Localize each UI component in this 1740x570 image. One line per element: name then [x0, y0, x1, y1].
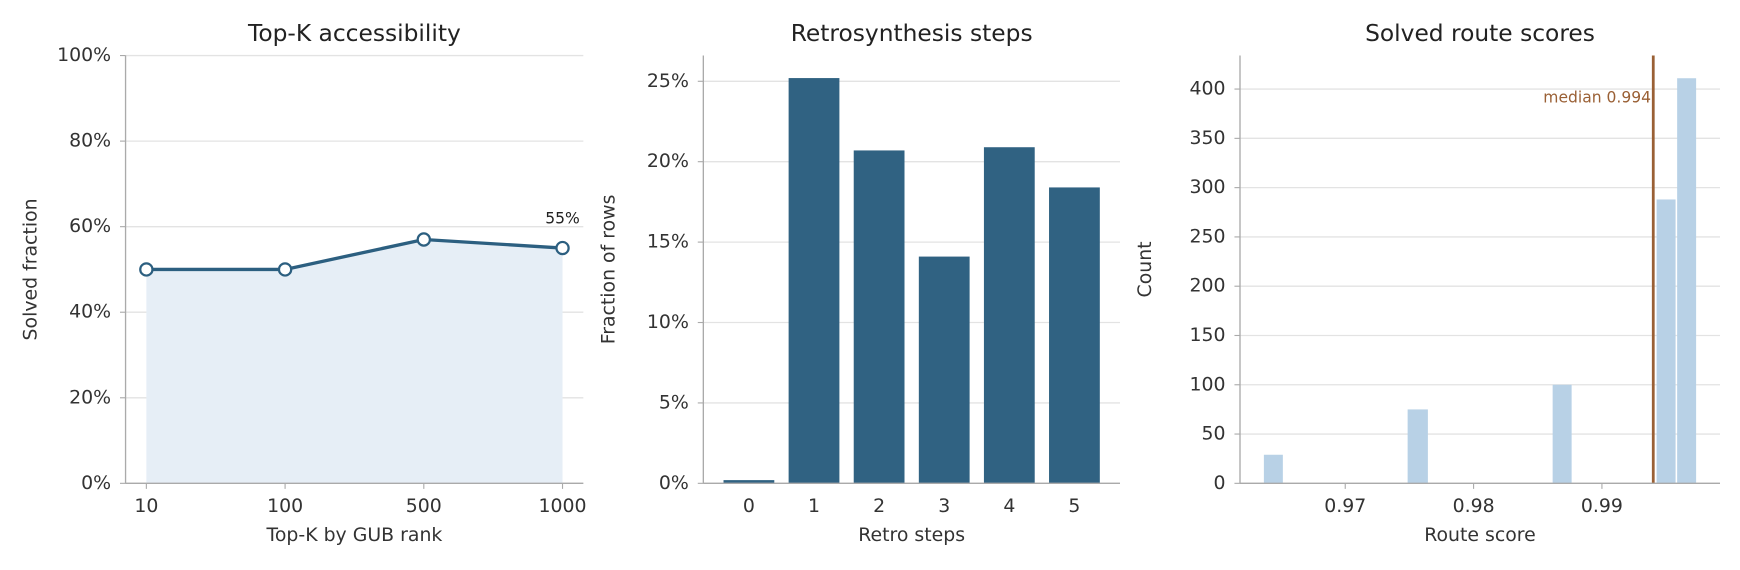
- x-tick-label: 0: [743, 495, 755, 517]
- y-tick-label: 150: [1190, 324, 1226, 346]
- x-tick-label: 0.98: [1453, 495, 1495, 517]
- x-tick-label: 500: [406, 495, 442, 517]
- y-tick-label: 250: [1190, 225, 1226, 247]
- line: [146, 237, 563, 272]
- y-tick-label: 5%: [659, 391, 689, 413]
- y-tick-label: 25%: [647, 70, 689, 92]
- marker: [139, 262, 154, 277]
- marker: [277, 262, 293, 277]
- x-axis-label: Top-K by GUB rank: [266, 524, 443, 546]
- y-tick-label: 80%: [69, 130, 111, 152]
- y-tick-label: 0%: [81, 472, 111, 494]
- area: [146, 239, 563, 484]
- x-tick-label: 100: [267, 495, 303, 517]
- histogram-bar: [1263, 454, 1283, 484]
- chart-title: Top-K accessibility: [247, 19, 461, 47]
- y-tick-label: 0%: [659, 472, 689, 494]
- bar: [1049, 187, 1100, 484]
- y-tick-label: 60%: [69, 215, 111, 237]
- x-tick-label: 10: [134, 495, 158, 517]
- x-tick-label: 3: [938, 495, 950, 517]
- y-tick-label: 400: [1190, 78, 1226, 100]
- x-tick-label: 0.99: [1581, 495, 1623, 517]
- marker: [416, 232, 432, 247]
- x-tick-label: 0.97: [1324, 495, 1366, 517]
- y-axis-label: Fraction of rows: [597, 195, 619, 345]
- histogram-bar: [1656, 199, 1676, 484]
- marker: [555, 240, 570, 256]
- histogram-bar: [1552, 384, 1572, 484]
- bar: [918, 256, 970, 484]
- bar: [853, 150, 905, 484]
- x-tick-label: 4: [1003, 495, 1015, 517]
- y-axis-label: Count: [1134, 241, 1156, 297]
- x-axis-label: Retro steps: [858, 524, 965, 546]
- histogram-bar: [1407, 409, 1428, 484]
- y-tick-label: 300: [1190, 176, 1226, 198]
- chart-title: Solved route scores: [1365, 19, 1595, 47]
- y-tick-label: 15%: [647, 231, 689, 253]
- y-tick-label: 50: [1202, 423, 1226, 445]
- x-axis-label: Route score: [1424, 524, 1536, 546]
- y-tick-label: 200: [1190, 275, 1226, 297]
- x-tick-label: 2: [873, 495, 885, 517]
- y-tick-label: 10%: [647, 311, 689, 333]
- x-tick-label: 1: [808, 495, 820, 517]
- y-tick-label: 40%: [69, 301, 111, 323]
- y-tick-label: 100: [1190, 373, 1226, 395]
- x-tick-label: 5: [1068, 495, 1080, 517]
- histogram-bar: [1677, 78, 1697, 484]
- median-label: median 0.994: [1543, 88, 1651, 106]
- y-tick-label: 350: [1190, 127, 1226, 149]
- x-tick-label: 1000: [539, 495, 587, 517]
- bar: [723, 480, 775, 484]
- bar: [788, 78, 840, 484]
- y-tick-label: 20%: [647, 150, 689, 172]
- chart-title: Retrosynthesis steps: [791, 19, 1033, 47]
- y-tick-label: 20%: [69, 386, 111, 408]
- y-axis-label: Solved fraction: [20, 198, 42, 340]
- y-tick-label: 0: [1214, 472, 1226, 494]
- value-label: 55%: [545, 210, 580, 228]
- bar: [983, 147, 1035, 484]
- y-tick-label: 100%: [57, 44, 111, 66]
